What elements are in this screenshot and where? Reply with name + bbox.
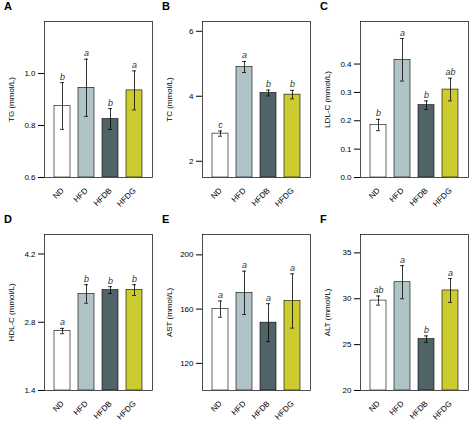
svg-text:HFDG: HFDG (273, 399, 295, 421)
svg-text:ab: ab (445, 67, 455, 77)
svg-text:a: a (290, 263, 295, 273)
svg-text:HFDB: HFDB (92, 399, 114, 421)
svg-text:4.2: 4.2 (24, 250, 36, 259)
html-text:C: C (320, 0, 328, 12)
svg-text:HFDG: HFDG (431, 399, 453, 421)
svg-text:0.6: 0.6 (24, 173, 36, 182)
svg-text:b: b (84, 274, 89, 284)
svg-text:1.4: 1.4 (24, 386, 36, 395)
svg-text:b: b (60, 72, 65, 82)
svg-text:4: 4 (189, 92, 194, 101)
svg-text:a: a (84, 48, 89, 58)
svg-text:HDL-C (mmol/L): HDL-C (mmol/L) (7, 283, 16, 342)
svg-text:ND: ND (367, 186, 382, 201)
svg-text:b: b (132, 274, 137, 284)
svg-text:ND: ND (367, 399, 382, 414)
svg-text:TG (mmol/L): TG (mmol/L) (7, 77, 16, 122)
svg-text:0.2: 0.2 (340, 116, 352, 125)
svg-text:HFDB: HFDB (250, 399, 272, 421)
svg-text:HFDB: HFDB (408, 186, 430, 208)
svg-text:HFDG: HFDG (431, 186, 453, 208)
svg-text:HFDG: HFDG (273, 186, 295, 208)
svg-text:TC (mmol/L): TC (mmol/L) (165, 77, 174, 122)
svg-text:HFDG: HFDG (115, 399, 137, 421)
svg-text:a: a (242, 260, 247, 270)
svg-text:HFD: HFD (388, 186, 406, 204)
svg-text:b: b (424, 325, 429, 335)
html-text:D: D (4, 213, 12, 225)
svg-text:HFD: HFD (388, 399, 406, 417)
svg-text:160: 160 (180, 305, 194, 314)
svg-text:25: 25 (343, 340, 352, 349)
svg-text:a: a (266, 293, 271, 303)
svg-text:a: a (400, 28, 405, 38)
svg-text:HFDB: HFDB (250, 186, 272, 208)
svg-text:HFD: HFD (230, 186, 248, 204)
html-text:E: E (162, 213, 170, 225)
svg-text:0.8: 0.8 (24, 121, 36, 130)
svg-text:1.0: 1.0 (24, 69, 36, 78)
svg-text:b: b (108, 98, 113, 108)
svg-text:30: 30 (343, 294, 352, 303)
html-text:A: A (4, 0, 12, 12)
svg-text:120: 120 (180, 359, 194, 368)
svg-text:0.0: 0.0 (340, 173, 352, 182)
svg-text:0.4: 0.4 (340, 60, 352, 69)
svg-text:ND: ND (51, 186, 66, 201)
html-text:B: B (162, 0, 170, 12)
svg-text:HFD: HFD (72, 399, 90, 417)
svg-text:ND: ND (209, 186, 224, 201)
svg-text:HFDB: HFDB (408, 399, 430, 421)
svg-text:20: 20 (343, 386, 352, 395)
svg-text:b: b (424, 90, 429, 100)
svg-text:c: c (218, 120, 223, 130)
svg-text:ND: ND (209, 399, 224, 414)
html-text:F: F (320, 213, 327, 225)
svg-text:HFD: HFD (72, 186, 90, 204)
svg-text:AST (mmol/L): AST (mmol/L) (165, 288, 174, 338)
svg-text:0.1: 0.1 (340, 145, 352, 154)
svg-text:a: a (242, 50, 247, 60)
svg-text:b: b (266, 79, 271, 89)
svg-text:35: 35 (343, 248, 352, 257)
svg-text:HFDB: HFDB (92, 186, 114, 208)
svg-text:2: 2 (189, 157, 194, 166)
svg-text:200: 200 (180, 250, 194, 259)
svg-text:a: a (60, 317, 65, 327)
svg-text:b: b (376, 108, 381, 118)
svg-text:b: b (108, 276, 113, 286)
svg-text:6: 6 (189, 27, 194, 36)
svg-text:2.8: 2.8 (24, 318, 36, 327)
svg-text:HFD: HFD (230, 399, 248, 417)
svg-text:a: a (218, 290, 223, 300)
svg-text:0.3: 0.3 (340, 88, 352, 97)
svg-text:ALT (mmol/L): ALT (mmol/L) (323, 288, 332, 336)
svg-text:a: a (448, 268, 453, 278)
svg-text:a: a (400, 255, 405, 265)
svg-text:ND: ND (51, 399, 66, 414)
svg-text:b: b (290, 79, 295, 89)
svg-text:ab: ab (373, 285, 383, 295)
svg-text:HFDG: HFDG (115, 186, 137, 208)
svg-text:a: a (132, 60, 137, 70)
svg-text:LDL-C (mmol/L): LDL-C (mmol/L) (323, 71, 332, 128)
